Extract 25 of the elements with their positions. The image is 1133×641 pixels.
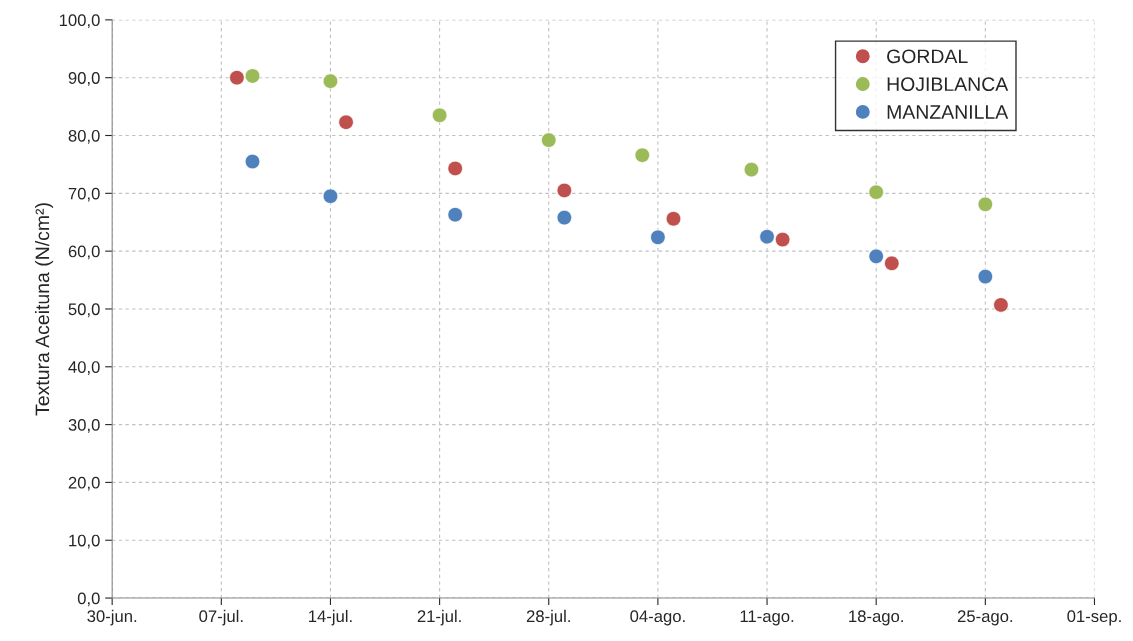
y-tick-label: 20,0 bbox=[68, 476, 100, 491]
x-tick-label: 30-jun. bbox=[87, 609, 137, 626]
y-tick-label: 30,0 bbox=[68, 419, 100, 433]
y-tick-label: 70,0 bbox=[68, 187, 100, 202]
x-tick-label: 28-jul. bbox=[526, 609, 570, 626]
legend-label: GORDAL bbox=[887, 49, 968, 64]
y-tick-label: 60,0 bbox=[68, 245, 100, 260]
x-tick-label: 21-jul. bbox=[417, 609, 461, 626]
y-tick-label: 10,0 bbox=[69, 534, 100, 549]
y-tick-label: 40,0 bbox=[68, 361, 100, 375]
x-tick-label: 07-jul. bbox=[199, 609, 243, 626]
x-tick-label: 04-ago. bbox=[630, 610, 685, 626]
x-tick-label: 11-ago. bbox=[740, 610, 794, 626]
x-tick-label: 14-jul. bbox=[309, 609, 352, 626]
y-tick-label: 100,0 bbox=[59, 14, 100, 29]
y-tick-label: 80,0 bbox=[68, 129, 100, 144]
legend-label: MANZANILLA bbox=[887, 105, 1009, 119]
x-tick-label: 01-sep. bbox=[1067, 610, 1121, 626]
y-tick-label: 90,0 bbox=[68, 72, 100, 86]
x-tick-label: 25-ago. bbox=[957, 610, 1013, 626]
x-tick-label: 18-ago. bbox=[849, 610, 903, 626]
y-tick-label: 0,0 bbox=[77, 592, 100, 607]
legend-label: HOJIBLANCA bbox=[887, 77, 1009, 92]
y-axis-title: Textura Aceituna (N/cm²) bbox=[34, 203, 54, 416]
y-tick-label: 50,0 bbox=[68, 303, 100, 318]
